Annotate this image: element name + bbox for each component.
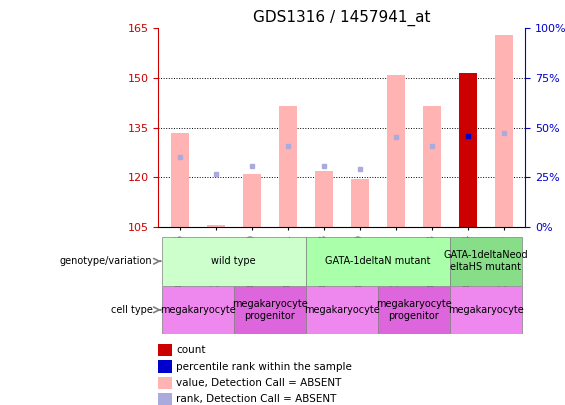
- Bar: [306, 237, 450, 286]
- Bar: [495, 35, 513, 227]
- Text: megakaryocyte: megakaryocyte: [304, 305, 380, 315]
- Bar: [315, 171, 333, 227]
- Text: count: count: [176, 345, 206, 355]
- Text: GATA-1deltaNeod
eltaHS mutant: GATA-1deltaNeod eltaHS mutant: [444, 250, 528, 272]
- Text: GATA-1deltaN mutant: GATA-1deltaN mutant: [325, 256, 431, 266]
- Text: megakaryocyte
progenitor: megakaryocyte progenitor: [376, 299, 451, 321]
- Title: GDS1316 / 1457941_at: GDS1316 / 1457941_at: [253, 9, 431, 26]
- Bar: [459, 73, 477, 227]
- Text: percentile rank within the sample: percentile rank within the sample: [176, 362, 352, 371]
- Text: genotype/variation: genotype/variation: [60, 256, 153, 266]
- Bar: [351, 179, 369, 227]
- Bar: [306, 286, 378, 334]
- Text: megakaryocyte: megakaryocyte: [448, 305, 524, 315]
- Bar: [279, 106, 297, 227]
- Bar: [171, 132, 189, 227]
- Bar: [207, 225, 225, 227]
- Bar: [243, 174, 261, 227]
- Text: value, Detection Call = ABSENT: value, Detection Call = ABSENT: [176, 378, 342, 388]
- Text: cell type: cell type: [111, 305, 153, 315]
- Bar: [162, 237, 306, 286]
- Bar: [378, 286, 450, 334]
- Bar: [162, 286, 234, 334]
- Bar: [423, 106, 441, 227]
- Text: wild type: wild type: [211, 256, 256, 266]
- Text: megakaryocyte
progenitor: megakaryocyte progenitor: [232, 299, 308, 321]
- Bar: [450, 237, 522, 286]
- Bar: [387, 75, 405, 227]
- Text: megakaryocyte: megakaryocyte: [160, 305, 236, 315]
- Text: rank, Detection Call = ABSENT: rank, Detection Call = ABSENT: [176, 394, 337, 404]
- Bar: [234, 286, 306, 334]
- Bar: [450, 286, 522, 334]
